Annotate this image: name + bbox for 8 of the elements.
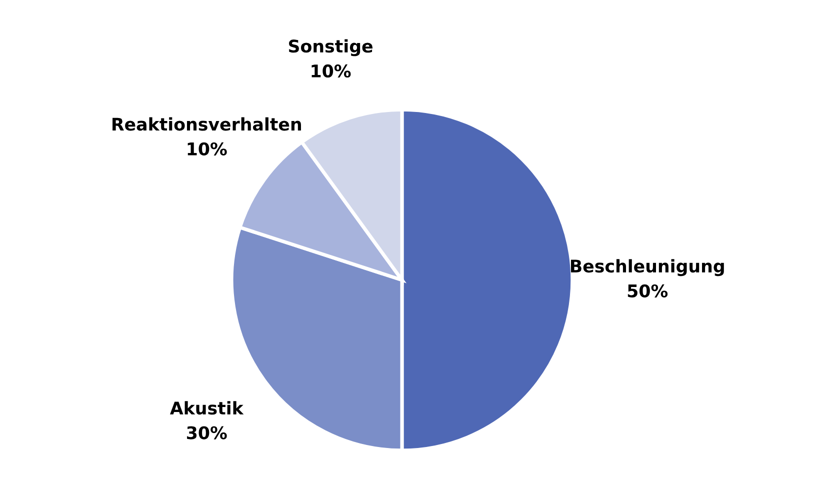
data-label: 30% xyxy=(187,426,227,440)
slice-label: Reaktionsverhalten xyxy=(112,117,301,131)
data-label: 10% xyxy=(188,142,227,156)
slice-label: Beschleunigung xyxy=(570,259,724,276)
data-label: 10% xyxy=(312,64,351,78)
slice-label: Sonstige xyxy=(288,39,372,56)
slice-label: Akustik xyxy=(170,401,244,415)
data-label: 50% xyxy=(628,284,668,298)
